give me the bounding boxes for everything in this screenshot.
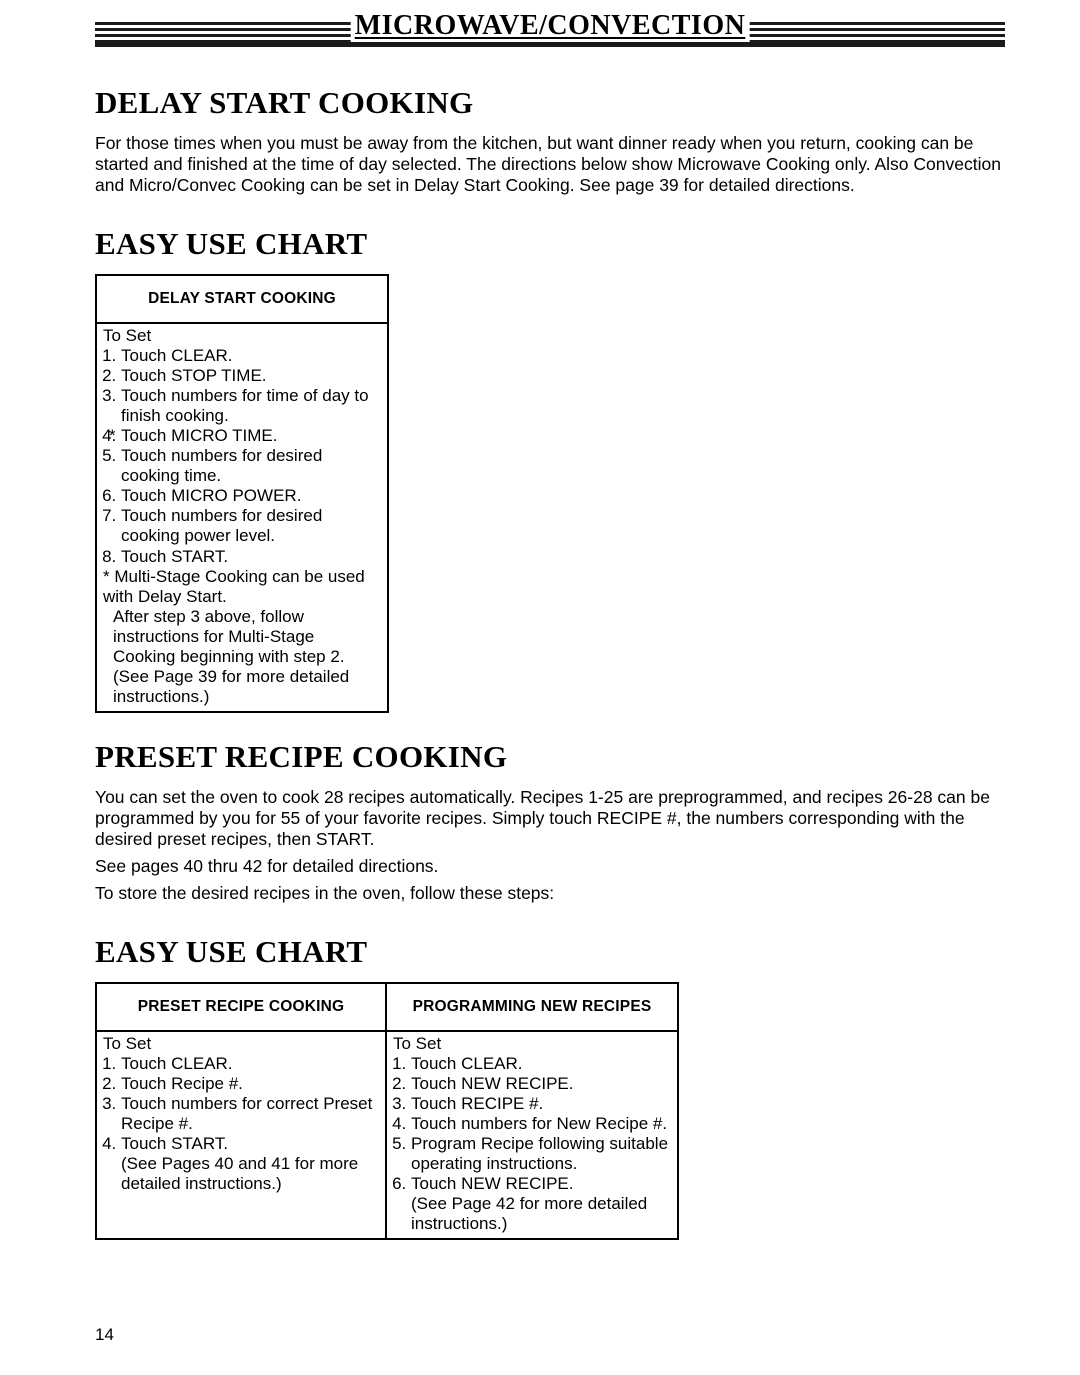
delay-step-star: Touch MICRO TIME. [121,426,278,446]
preset-right-header: PROGRAMMING NEW RECIPES [387,984,677,1032]
delay-step: Touch numbers for desired cooking power … [121,506,381,546]
preset-right-step: Touch CLEAR. [411,1054,671,1074]
delay-step: Touch CLEAR. [121,346,381,366]
preset-right-note: (See Page 42 for more detailed instructi… [393,1194,671,1234]
preset-right-step: Touch NEW RECIPE. [411,1074,671,1094]
preset-left-note: (See Pages 40 and 41 for more detailed i… [103,1154,379,1194]
preset-left-body: To Set Touch CLEAR. Touch Recipe #. Touc… [97,1032,385,1198]
delay-step: Touch STOP TIME. [121,366,381,386]
preset-chart-box: PRESET RECIPE COOKING To Set Touch CLEAR… [95,982,679,1240]
preset-left-step: Touch START. [121,1134,379,1154]
preset-right-step: Touch RECIPE #. [411,1094,671,1114]
section-title-easy2: EASY USE CHART [95,934,1005,970]
delay-paragraph: For those times when you must be away fr… [95,133,1005,196]
preset-paragraph-3: To store the desired recipes in the oven… [95,883,1005,904]
section-title-preset: PRESET RECIPE COOKING [95,739,1005,775]
preset-left-step: Touch numbers for correct Preset Recipe … [121,1094,379,1134]
delay-step: Touch numbers for desired cooking time. [121,446,381,486]
delay-chart-box: DELAY START COOKING To Set Touch CLEAR. … [95,274,389,713]
delay-steps-list: Touch CLEAR. Touch STOP TIME. Touch numb… [121,346,381,567]
delay-chart-body: To Set Touch CLEAR. Touch STOP TIME. Tou… [97,324,387,711]
delay-chart-header: DELAY START COOKING [97,276,387,324]
preset-left-step: Touch Recipe #. [121,1074,379,1094]
section-title-easy1: EASY USE CHART [95,226,1005,262]
preset-left-header: PRESET RECIPE COOKING [97,984,385,1032]
manual-page: MICROWAVE/CONVECTION DELAY START COOKING… [0,0,1080,1375]
preset-paragraph-2: See pages 40 thru 42 for detailed direct… [95,856,1005,877]
delay-step: *Touch MICRO TIME. [121,426,381,446]
preset-right-step: Touch NEW RECIPE. [411,1174,671,1194]
page-number: 14 [95,1325,114,1345]
delay-lead: To Set [103,326,381,346]
delay-note1: * Multi-Stage Cooking can be used with D… [103,567,381,607]
preset-right-steps: Touch CLEAR. Touch NEW RECIPE. Touch REC… [411,1054,671,1194]
page-banner: MICROWAVE/CONVECTION [95,10,1005,55]
preset-chart-right: PROGRAMMING NEW RECIPES To Set Touch CLE… [387,984,677,1238]
preset-paragraph-1: You can set the oven to cook 28 recipes … [95,787,1005,850]
delay-step: Touch START. [121,547,381,567]
preset-left-steps: Touch CLEAR. Touch Recipe #. Touch numbe… [121,1054,379,1154]
preset-right-step: Program Recipe following suitable operat… [411,1134,671,1174]
delay-step: Touch MICRO POWER. [121,486,381,506]
preset-chart-left: PRESET RECIPE COOKING To Set Touch CLEAR… [97,984,387,1238]
banner-title: MICROWAVE/CONVECTION [351,10,750,42]
delay-step: Touch numbers for time of day to finish … [121,386,381,426]
preset-left-lead: To Set [103,1034,379,1054]
preset-right-lead: To Set [393,1034,671,1054]
preset-right-body: To Set Touch CLEAR. Touch NEW RECIPE. To… [387,1032,677,1238]
preset-right-step: Touch numbers for New Recipe #. [411,1114,671,1134]
delay-note3: (See Page 39 for more detailed instructi… [103,667,381,707]
preset-left-step: Touch CLEAR. [121,1054,379,1074]
delay-note2: After step 3 above, follow instructions … [103,607,381,667]
section-title-delay: DELAY START COOKING [95,85,1005,121]
